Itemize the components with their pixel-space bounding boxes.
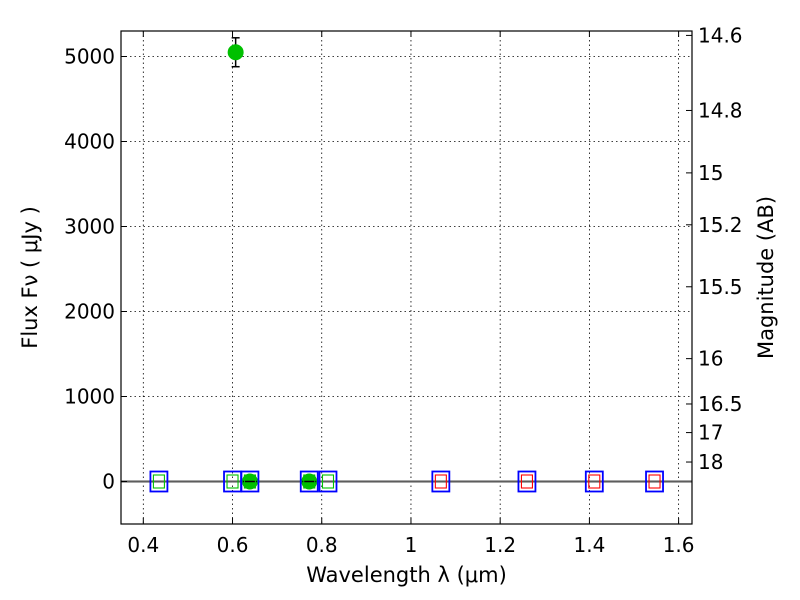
data-point-square-inner: [648, 474, 661, 489]
y-tick-label: 3000: [64, 215, 115, 239]
y-axis-label: Flux Fν ( μJy ): [18, 206, 42, 349]
data-point-square-inner: [226, 474, 239, 489]
y-tick-label: 0: [102, 470, 115, 494]
y-tick-label: 2000: [64, 300, 115, 324]
y2-tick-label: 16: [698, 347, 723, 371]
data-point-square: [431, 470, 451, 493]
data-point-circle: [227, 44, 244, 61]
x-tick-label: 1.6: [663, 533, 695, 557]
y2-tick-label: 14.8: [698, 98, 743, 122]
grid: [121, 31, 692, 524]
x-tick-label: 0.6: [217, 533, 249, 557]
data-point-square-inner: [152, 474, 165, 489]
y-tick-label: 5000: [64, 45, 115, 69]
data-point-square-inner: [520, 474, 533, 489]
y2-tick-label: 14.6: [698, 23, 743, 47]
y2-tick-label: 15.2: [698, 213, 743, 237]
data-point-square-inner: [243, 474, 256, 489]
data-point-square: [149, 470, 169, 493]
y2-tick-label: 16.5: [698, 392, 743, 416]
y-tick-label: 4000: [64, 130, 115, 154]
y2-axis: 14.6 14.8 15 15.2 15.5 16 16.5 17 18: [686, 23, 743, 474]
data-point-square-inner: [321, 474, 335, 489]
data-point-square: [240, 470, 260, 493]
y2-tick-label: 15: [698, 161, 723, 185]
data-point-square-inner: [303, 474, 316, 489]
y2-tick-label: 17: [698, 421, 723, 445]
data-point-square: [584, 470, 604, 493]
x-axis: 0.4 0.6 0.8 1 1.2 1.4 1.6: [127, 31, 695, 557]
x-tick-label: 0.8: [306, 533, 338, 557]
data-point-square: [645, 470, 664, 493]
y2-tick-label: 15.5: [698, 275, 743, 299]
x-tick-label: 1.4: [573, 533, 605, 557]
plot-frame: [120, 30, 693, 525]
data-point-square-inner: [588, 474, 601, 489]
x-tick-label: 1: [405, 533, 418, 557]
x-tick-label: 1.2: [484, 533, 516, 557]
data-point-square-inner: [434, 474, 447, 489]
data-marks: [149, 37, 664, 493]
data-point-square: [299, 470, 319, 493]
y-tick-label: 1000: [64, 385, 115, 409]
y2-axis-label: Magnitude (AB): [754, 196, 778, 359]
y2-tick-label: 18: [698, 450, 723, 474]
data-point-square: [318, 470, 338, 493]
y-axis: 0 1000 2000 3000 4000 5000: [64, 45, 127, 494]
data-point-square: [517, 470, 537, 493]
x-tick-label: 0.4: [127, 533, 159, 557]
x-axis-label: Wavelength λ (μm): [306, 563, 507, 587]
